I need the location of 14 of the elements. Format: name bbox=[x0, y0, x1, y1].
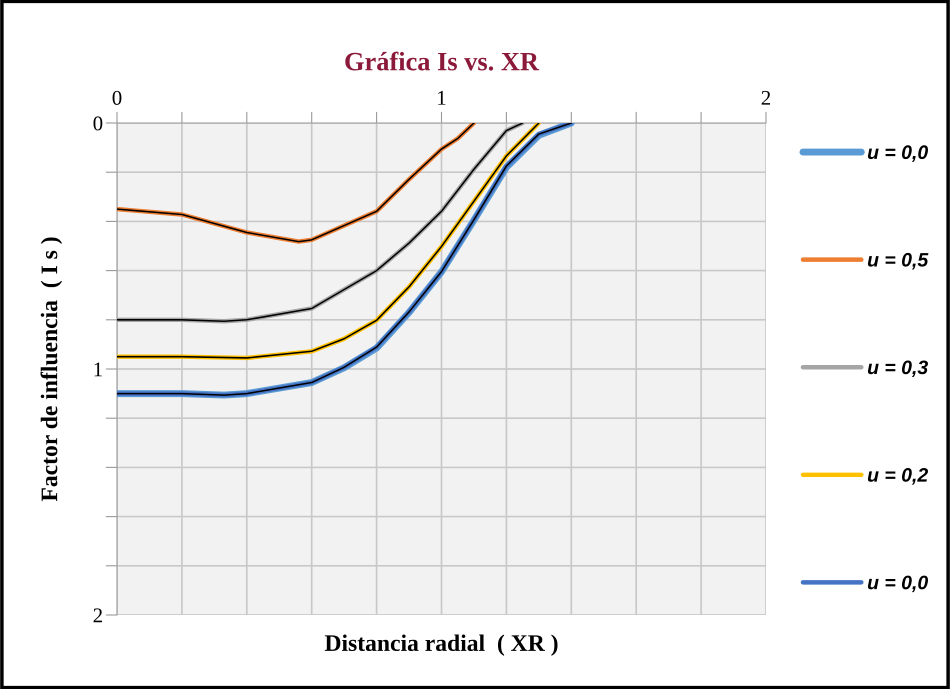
x-tick-label: 1 bbox=[438, 90, 446, 105]
legend-label: u = 0,0 bbox=[868, 576, 928, 592]
y-tick-label: 2 bbox=[94, 608, 102, 622]
legend-label: u = 0,5 bbox=[868, 252, 928, 270]
legend-label: u = 0,0 bbox=[868, 145, 928, 162]
legend-label: u = 0,3 bbox=[868, 360, 928, 378]
chart-title: Gráfica Is vs. XR bbox=[345, 52, 540, 71]
legend-label: u = 0,2 bbox=[868, 468, 928, 485]
y-axis-title: Factor de influencia ( I s ) bbox=[40, 237, 62, 502]
y-tick-label: 0 bbox=[93, 116, 102, 130]
x-tick-label: 0 bbox=[112, 90, 122, 105]
x-tick-label: 2 bbox=[762, 90, 770, 105]
y-tick-label: 1 bbox=[94, 362, 102, 376]
x-axis-title: Distancia radial ( XR ) bbox=[324, 634, 558, 656]
